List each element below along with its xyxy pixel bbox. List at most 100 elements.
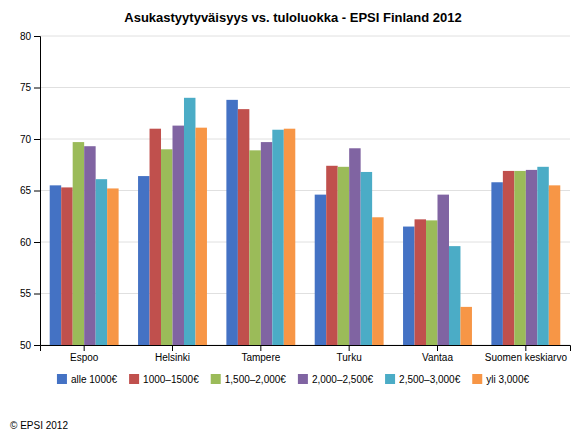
grid-line bbox=[40, 36, 570, 37]
bar bbox=[249, 150, 260, 345]
series bbox=[61, 109, 514, 345]
bar bbox=[226, 100, 237, 345]
x-tick-label: Tampere bbox=[241, 352, 280, 363]
legend-label: 2,500–3,000€ bbox=[399, 374, 461, 385]
y-tick-mark bbox=[34, 294, 40, 295]
legend-label: 1000–1500€ bbox=[143, 374, 199, 385]
series bbox=[84, 126, 537, 345]
y-tick: 55 bbox=[20, 288, 40, 299]
grid-line bbox=[40, 242, 570, 243]
grid-line bbox=[40, 139, 570, 140]
legend: alle 1000€ 1000–1500€ 1,500–2,000€ 2,000–2,… bbox=[57, 374, 530, 385]
title: Asukastyytyväisyys vs. tuloluokka - EPSI… bbox=[124, 10, 461, 25]
legend-label: 1,500–2,000€ bbox=[225, 374, 287, 385]
x-tick: Tampere bbox=[241, 345, 280, 363]
x-tick-label: Helsinki bbox=[155, 352, 190, 363]
y-tick-label: 70 bbox=[20, 134, 32, 145]
legend-item: 2,000–2,500€ bbox=[298, 374, 374, 385]
bar bbox=[514, 171, 525, 345]
bar bbox=[503, 171, 514, 345]
series bbox=[73, 142, 526, 345]
legend-item: 2,500–3,000€ bbox=[385, 374, 461, 385]
x-tick-mark bbox=[349, 345, 350, 351]
grid-line bbox=[40, 293, 570, 294]
y-tick-label: 80 bbox=[20, 31, 32, 42]
y-tick: 75 bbox=[20, 82, 40, 93]
y-tick-mark bbox=[34, 242, 40, 243]
x-tick: Vantaa bbox=[422, 345, 453, 363]
x-tick: Turku bbox=[337, 345, 362, 363]
bar bbox=[195, 128, 206, 345]
x-axis-line bbox=[41, 346, 571, 352]
bar bbox=[138, 176, 149, 345]
bar bbox=[372, 217, 383, 345]
legend-item: alle 1000€ bbox=[57, 374, 118, 385]
y-tick-label: 60 bbox=[20, 237, 32, 248]
x-tick-label: Espoo bbox=[70, 352, 99, 363]
bar bbox=[161, 149, 172, 345]
x-tick: Suomen keskiarvo bbox=[485, 345, 568, 363]
bar bbox=[50, 185, 61, 345]
bar bbox=[549, 185, 560, 345]
bar bbox=[150, 129, 161, 345]
y-tick: 70 bbox=[20, 134, 40, 145]
y-tick-label: 75 bbox=[20, 82, 32, 93]
legend-item: 1000–1500€ bbox=[129, 374, 199, 385]
bar bbox=[173, 126, 184, 345]
y-tick-label: 65 bbox=[20, 185, 32, 196]
y-axis-line bbox=[34, 37, 41, 346]
x-tick-mark bbox=[84, 345, 85, 351]
bar bbox=[107, 188, 118, 345]
legend-swatch bbox=[298, 374, 308, 384]
bars bbox=[50, 98, 561, 345]
y-tick-label: 55 bbox=[20, 288, 32, 299]
chart: Asukastyytyväisyys vs. tuloluokka - EPSI… bbox=[0, 0, 586, 437]
legend-item: 1,500–2,000€ bbox=[211, 374, 287, 385]
legend-label: 2,000–2,500€ bbox=[312, 374, 374, 385]
bar bbox=[261, 142, 272, 345]
bar bbox=[438, 195, 449, 345]
y-tick: 60 bbox=[20, 237, 40, 248]
x-tick-label: Suomen keskiarvo bbox=[485, 352, 568, 363]
bar bbox=[426, 220, 437, 345]
footer: © EPSI 2012 bbox=[10, 420, 68, 431]
bar bbox=[415, 219, 426, 345]
legend-swatch bbox=[472, 374, 482, 384]
legend-item: yli 3,000€ bbox=[472, 374, 529, 385]
bar bbox=[73, 142, 84, 345]
y-tick: 50 bbox=[20, 340, 40, 351]
bar bbox=[460, 307, 471, 345]
bar bbox=[326, 166, 337, 345]
bar bbox=[491, 182, 502, 345]
x-tick-mark bbox=[525, 345, 526, 351]
y-tick: 80 bbox=[20, 31, 40, 42]
x-axis: Espoo Helsinki Tampere Turku Vantaa Suomen ke… bbox=[41, 345, 571, 363]
legend-label: yli 3,000€ bbox=[486, 374, 529, 385]
series bbox=[96, 98, 549, 345]
bar bbox=[284, 129, 295, 345]
series bbox=[50, 100, 503, 345]
x-tick-label: Turku bbox=[337, 352, 362, 363]
bar bbox=[449, 246, 460, 345]
y-tick-mark bbox=[34, 36, 40, 37]
bar bbox=[61, 187, 72, 345]
x-tick: Helsinki bbox=[155, 345, 190, 363]
x-tick-mark bbox=[260, 345, 261, 351]
y-tick-mark bbox=[34, 345, 40, 346]
legend-swatch bbox=[385, 374, 395, 384]
bar bbox=[96, 179, 107, 345]
grid-line bbox=[40, 87, 570, 88]
y-axis: 50 55 60 65 70 75 80 bbox=[20, 31, 41, 351]
bar bbox=[349, 148, 360, 345]
y-tick-mark bbox=[34, 88, 40, 89]
bar bbox=[184, 98, 195, 345]
x-tick-label: Vantaa bbox=[422, 352, 453, 363]
legend-swatch bbox=[211, 374, 221, 384]
bar bbox=[537, 167, 548, 345]
legend-label: alle 1000€ bbox=[71, 374, 118, 385]
x-tick-mark bbox=[437, 345, 438, 351]
x-tick-mark bbox=[172, 345, 173, 351]
y-tick-mark bbox=[34, 139, 40, 140]
legend-swatch bbox=[57, 374, 67, 384]
legend-swatch bbox=[129, 374, 139, 384]
